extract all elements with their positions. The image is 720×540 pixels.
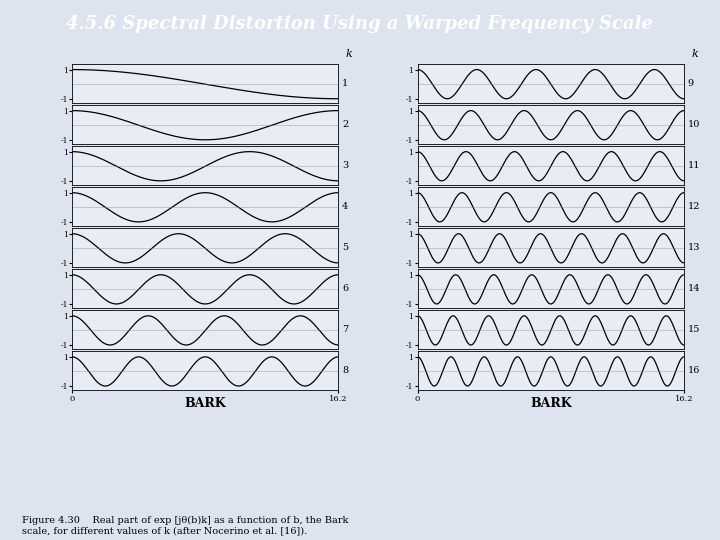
Text: 6: 6	[342, 284, 348, 293]
Text: 9: 9	[688, 79, 694, 88]
Text: BARK: BARK	[184, 396, 226, 410]
Text: 14: 14	[688, 284, 700, 293]
Text: 5: 5	[342, 243, 348, 252]
Text: 8: 8	[342, 366, 348, 375]
Text: 15: 15	[688, 325, 700, 334]
Text: 4.5.6 Spectral Distortion Using a Warped Frequency Scale: 4.5.6 Spectral Distortion Using a Warped…	[66, 15, 654, 33]
Text: 4: 4	[342, 202, 348, 211]
Text: k: k	[691, 49, 698, 59]
Text: 7: 7	[342, 325, 348, 334]
Text: 11: 11	[688, 161, 700, 170]
Text: 1: 1	[342, 79, 348, 88]
Text: 12: 12	[688, 202, 700, 211]
Text: Figure 4.30    Real part of exp [jθ(b)k] as a function of b, the Bark
scale, for: Figure 4.30 Real part of exp [jθ(b)k] as…	[22, 516, 348, 535]
Text: 3: 3	[342, 161, 348, 170]
Text: BARK: BARK	[530, 396, 572, 410]
Text: k: k	[346, 49, 352, 59]
Text: 10: 10	[688, 120, 700, 129]
Text: 13: 13	[688, 243, 700, 252]
Text: 16: 16	[688, 366, 700, 375]
Text: 2: 2	[342, 120, 348, 129]
